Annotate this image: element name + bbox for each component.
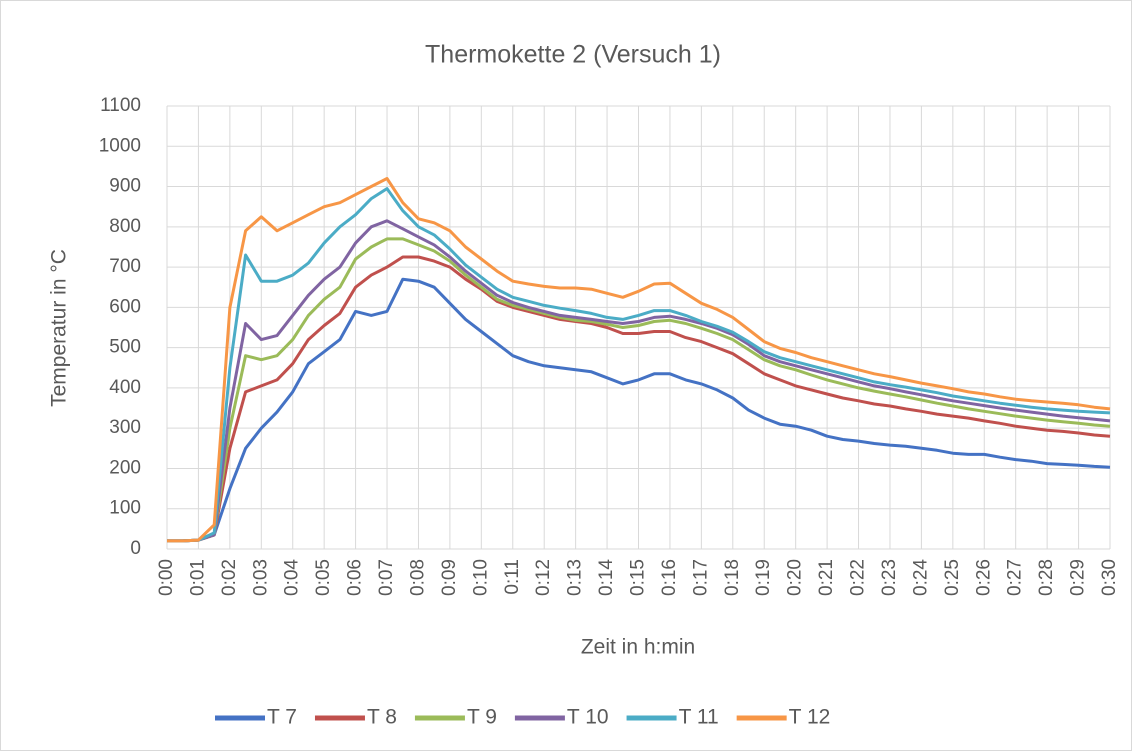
series-line — [167, 237, 1111, 543]
x-tick-label: 0:00 — [156, 559, 177, 596]
x-tick-label: 0:21 — [816, 559, 837, 596]
x-tick-label: 0:19 — [753, 559, 774, 596]
y-tick-label: 600 — [109, 296, 141, 317]
series-line — [167, 187, 1111, 543]
x-tick-label: 0:25 — [942, 559, 963, 596]
x-tick-label: 0:26 — [973, 559, 994, 596]
x-tick-label: 0:09 — [439, 559, 460, 596]
legend-label: T 11 — [679, 706, 719, 729]
x-tick-label: 0:23 — [879, 559, 900, 596]
x-tick-label: 0:16 — [659, 559, 680, 596]
x-tick-label: 0:01 — [187, 559, 208, 596]
y-tick-label: 500 — [109, 337, 141, 358]
legend-label: T 12 — [789, 706, 831, 729]
x-tick-label: 0:02 — [219, 559, 240, 596]
x-tick-label: 0:11 — [502, 559, 523, 595]
legend-label: T 9 — [467, 706, 497, 729]
y-tick-label: 1100 — [100, 95, 141, 116]
x-tick-label: 0:30 — [1099, 559, 1120, 596]
legend-label: T 8 — [367, 706, 397, 729]
x-tick-label: 0:17 — [690, 559, 711, 596]
y-tick-label: 0 — [130, 538, 141, 559]
x-tick-label: 0:18 — [722, 559, 743, 596]
series-line — [167, 277, 1111, 543]
y-tick-label: 800 — [109, 216, 141, 237]
x-tick-label: 0:10 — [470, 559, 491, 596]
x-tick-label: 0:22 — [848, 559, 869, 596]
x-tick-label: 0:24 — [910, 559, 931, 596]
x-tick-label: 0:03 — [250, 559, 271, 596]
chart-title: Thermokette 2 (Versuch 1) — [425, 41, 721, 69]
x-tick-label: 0:27 — [1005, 559, 1026, 596]
x-tick-label: 0:04 — [282, 559, 303, 596]
series-line — [167, 219, 1111, 543]
x-tick-label: 0:20 — [785, 559, 806, 596]
x-tick-label: 0:13 — [565, 559, 586, 596]
y-tick-label: 300 — [109, 417, 141, 438]
y-tick-label: 700 — [109, 256, 141, 277]
x-tick-label: 0:14 — [596, 559, 617, 596]
series-line — [167, 177, 1111, 543]
x-tick-label: 0:12 — [533, 559, 554, 596]
x-tick-label: 0:29 — [1068, 559, 1089, 596]
y-tick-label: 400 — [109, 377, 141, 398]
x-axis-label: Zeit in h:min — [581, 636, 695, 659]
legend-label: T 10 — [567, 706, 609, 729]
x-tick-label: 0:06 — [345, 559, 366, 596]
legend-label: T 7 — [267, 706, 297, 729]
x-tick-label: 0:15 — [628, 559, 649, 596]
x-tick-label: 0:05 — [313, 559, 334, 596]
y-tick-label: 100 — [109, 498, 141, 519]
series-line — [167, 255, 1111, 543]
x-tick-label: 0:08 — [407, 559, 428, 596]
y-tick-label: 900 — [109, 176, 141, 197]
x-tick-label: 0:28 — [1036, 559, 1057, 596]
y-tick-label: 1000 — [99, 135, 141, 156]
y-axis-label: Temperatur in °C — [48, 249, 71, 407]
x-tick-label: 0:07 — [376, 559, 397, 596]
y-tick-label: 200 — [109, 457, 141, 478]
